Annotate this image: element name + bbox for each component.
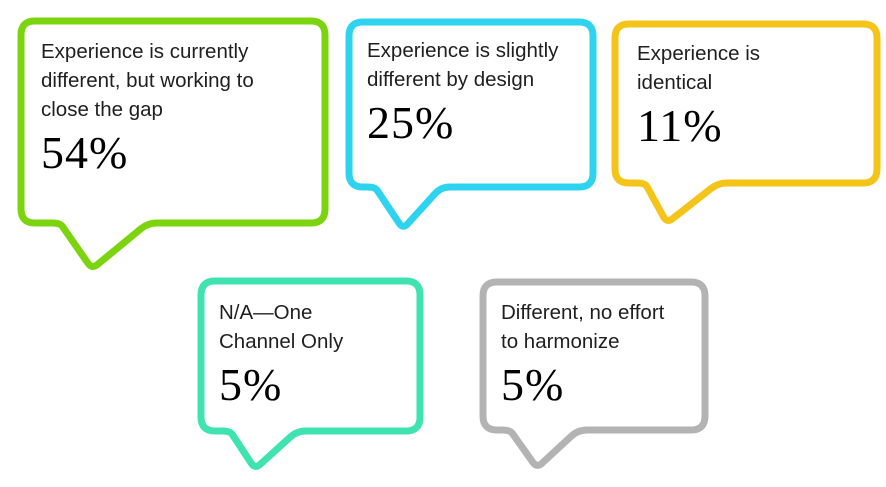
bubble-label: N/A—One Channel Only bbox=[219, 301, 344, 353]
speech-bubble-outline-icon bbox=[611, 20, 881, 224]
bubble-slightly-different-by-design: Experience is slightly different by desi… bbox=[344, 17, 598, 238]
bubble-experience-identical: Experience is identical 11% bbox=[610, 19, 882, 232]
bubble-no-effort-to-harmonize: Different, no effort to harmonize 5% bbox=[478, 277, 710, 477]
bubble-label: Experience is identical bbox=[637, 42, 761, 94]
bubble-one-channel-only: N/A—One Channel Only 5% bbox=[196, 276, 425, 478]
speech-bubble-outline-icon bbox=[17, 17, 329, 270]
speech-bubble-outline-icon bbox=[197, 277, 424, 470]
bubble-value: 54% bbox=[41, 127, 129, 178]
bubble-value: 11% bbox=[637, 100, 723, 151]
bubble-value: 5% bbox=[219, 359, 283, 410]
bubble-label: Experience is currently different, but w… bbox=[41, 40, 254, 121]
speech-bubble-outline-icon bbox=[345, 18, 597, 230]
bubble-value: 25% bbox=[367, 97, 455, 148]
bubble-value: 5% bbox=[501, 359, 565, 410]
speech-bubble-outline-icon bbox=[479, 278, 709, 469]
bubble-label: Different, no effort to harmonize bbox=[501, 301, 665, 353]
bubble-label: Experience is slightly different by desi… bbox=[367, 39, 559, 91]
bubble-working-to-close-gap: Experience is currently different, but w… bbox=[16, 16, 330, 278]
